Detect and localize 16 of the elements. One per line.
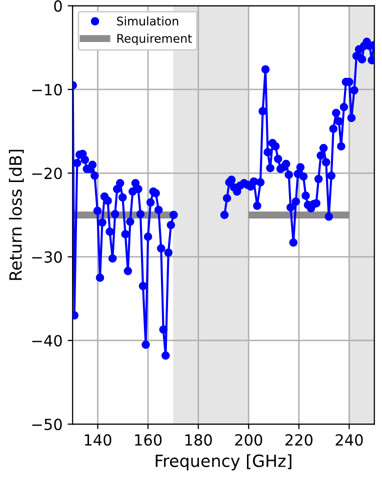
y-tick-label: −30 (32, 251, 62, 263)
y-tick-label: 0 (54, 0, 62, 12)
x-tick-label: 140 (84, 434, 112, 446)
x-tick-label: 220 (285, 434, 312, 446)
x-tick-label: 200 (235, 434, 262, 446)
y-tick-label: −20 (32, 168, 62, 180)
legend-label: Requirement (117, 34, 192, 46)
y-tick-label: −10 (32, 84, 62, 96)
y-tick-label: −40 (32, 334, 62, 347)
y-tick-label: −50 (32, 418, 62, 430)
legend-label: Simulation (117, 16, 178, 26)
x-axis-title: Frequency [GHz] (156, 454, 292, 470)
x-tick-label: 160 (135, 434, 162, 446)
x-tick-label: 240 (336, 434, 363, 446)
x-tick-label: 180 (185, 434, 212, 446)
y-axis-title: Return loss [dB] (8, 150, 24, 280)
